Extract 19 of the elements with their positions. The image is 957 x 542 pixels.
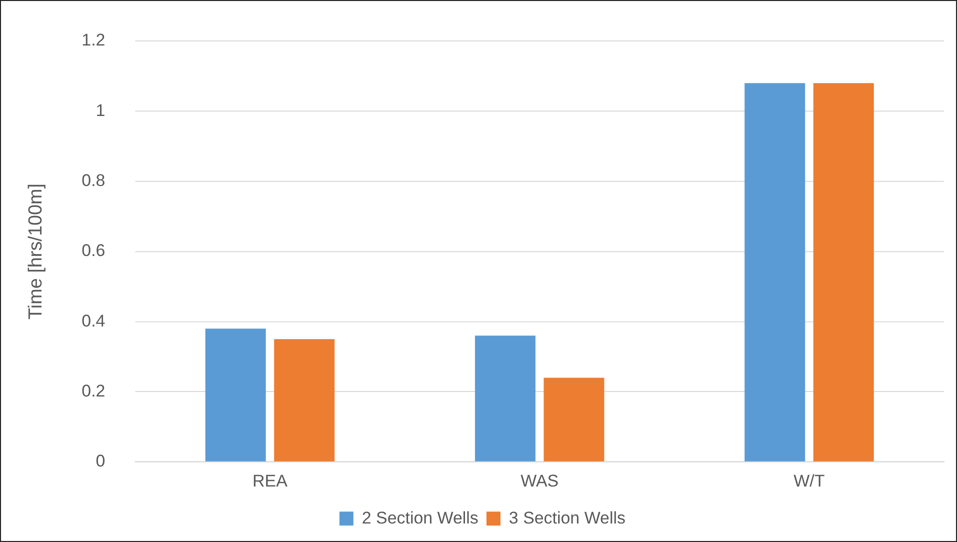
bar [474,336,536,462]
x-tick-label: REA [252,472,288,491]
y-tick-label: 0.4 [82,311,106,330]
bar [274,339,335,462]
y-tick-label: 1.2 [82,30,106,50]
bar [744,83,806,462]
x-tick-label: WAS [520,472,559,491]
y-tick-label: 1 [96,100,106,120]
bar [813,83,874,462]
bar [205,328,266,462]
legend-label: 3 Section Wells [508,508,626,528]
y-axis-title: Time [hrs/100m] [26,183,47,320]
y-tick-label: 0.8 [82,171,106,190]
y-tick-label: 0.2 [82,381,106,400]
x-tick-label: W/T [794,472,825,491]
bar [544,378,604,462]
legend-label: 2 Section Wells [362,508,478,528]
y-tick-label: 0 [96,452,106,471]
y-tick-label: 0.6 [82,241,106,260]
